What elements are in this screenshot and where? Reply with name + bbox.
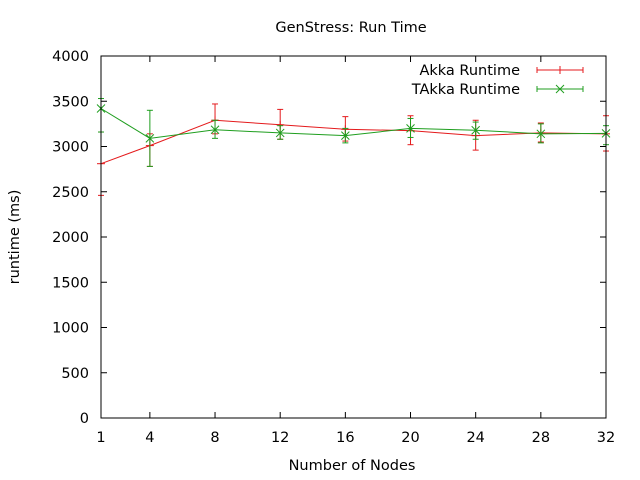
- x-tick-label: 32: [597, 430, 615, 446]
- legend-label-takka: TAkka Runtime: [411, 82, 520, 98]
- x-tick-label: 16: [336, 430, 354, 446]
- data-point: [210, 125, 220, 135]
- plot-frame: [100, 55, 607, 419]
- chart-title: GenStress: Run Time: [275, 20, 426, 36]
- x-tick-label: 12: [271, 430, 289, 446]
- series-layer: [96, 98, 611, 196]
- y-axis-label: runtime (ms): [7, 190, 23, 285]
- y-tick-label: 1000: [52, 321, 89, 337]
- data-point: [406, 124, 415, 133]
- legend-label-akka: Akka Runtime: [419, 63, 520, 79]
- data-point: [341, 131, 350, 140]
- y-tick-label: 500: [61, 366, 89, 382]
- legend: Akka Runtime TAkka Runtime: [411, 63, 584, 98]
- legend-key-akka: [536, 66, 584, 74]
- x-tick-label: 8: [210, 430, 219, 446]
- legend-marker: [556, 66, 564, 74]
- series-line: [100, 119, 607, 165]
- x-tick-label: 20: [401, 430, 419, 446]
- y-tick-label: 3000: [52, 140, 89, 156]
- x-tick-label: 1: [96, 430, 105, 446]
- x-tick-label: 24: [466, 430, 484, 446]
- data-point: [275, 128, 285, 138]
- y-tick-label: 4000: [52, 49, 89, 65]
- x-axis-ticks: 1 4 8 12 16 20 24 28 32: [96, 56, 615, 446]
- x-tick-label: 28: [532, 430, 550, 446]
- x-tick-label: 4: [145, 430, 154, 446]
- x-axis-label: Number of Nodes: [289, 458, 416, 474]
- y-tick-label: 3500: [52, 94, 89, 110]
- series-line: [100, 108, 607, 139]
- y-tick-label: 2000: [52, 230, 89, 246]
- legend-key-takka: [536, 84, 584, 94]
- series-akka: [97, 103, 610, 196]
- data-point: [536, 129, 546, 139]
- data-point: [471, 125, 481, 135]
- legend-marker: [555, 84, 565, 94]
- y-tick-label: 1500: [52, 275, 89, 291]
- y-tick-label: 0: [80, 411, 89, 427]
- series-takka: [96, 98, 611, 167]
- y-tick-label: 2500: [52, 185, 89, 201]
- y-axis-ticks: 0 500 1000 1500 2000 2500 3000 3500 4000: [52, 49, 606, 427]
- data-point: [145, 134, 155, 143]
